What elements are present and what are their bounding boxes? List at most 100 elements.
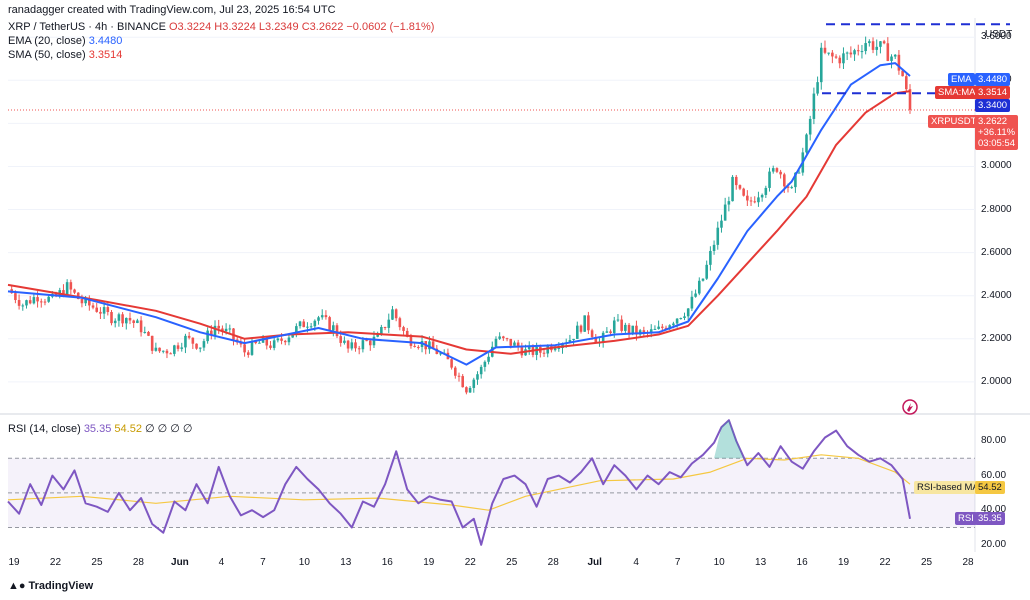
candle-body: [720, 220, 723, 228]
candle-body: [479, 366, 483, 375]
time-tick-label: Jun: [171, 557, 189, 568]
time-tick-label: 28: [132, 557, 144, 568]
rsi-legend[interactable]: RSI (14, close) 35.35 54.52 ∅ ∅ ∅ ∅: [8, 422, 193, 436]
candle-body: [39, 301, 43, 303]
candle-body: [372, 336, 376, 346]
candle-body: [165, 350, 169, 354]
candle-body: [505, 338, 509, 340]
candle-body: [864, 43, 867, 52]
candle-body: [794, 172, 797, 188]
price-tick-label: 2.6000: [981, 246, 1012, 258]
candle-body: [727, 201, 731, 205]
ema-legend[interactable]: EMA (20, close) 3.4480: [8, 34, 122, 48]
candle-body: [84, 298, 87, 304]
alert-icon[interactable]: [902, 399, 918, 415]
time-tick-label: 16: [796, 557, 808, 568]
candle-body: [557, 348, 561, 350]
candle-body: [391, 309, 394, 320]
ohlc-values: O3.3224 H3.3224 L3.2349 C3.2622 −0.0602 …: [169, 21, 435, 33]
candle-body: [154, 347, 158, 351]
sma-legend[interactable]: SMA (50, close) 3.3514: [8, 48, 122, 62]
candle-body: [184, 335, 187, 348]
candle-body: [697, 280, 701, 294]
candle-body: [465, 387, 468, 393]
tradingview-logo-icon: ▲●: [8, 580, 26, 592]
candle-body: [147, 331, 150, 336]
candle-body: [332, 325, 335, 331]
candle-body: [649, 329, 653, 333]
candle-body: [819, 47, 823, 83]
time-tick-label: Jul: [587, 557, 602, 568]
candle-body: [346, 340, 350, 349]
candle-body: [335, 325, 339, 337]
chart-credit: ranadagger created with TradingView.com,…: [8, 4, 336, 16]
candle-body: [901, 70, 904, 77]
tradingview-brand[interactable]: ▲● TradingView: [8, 580, 93, 592]
last-price-change: +36.11%: [978, 127, 1016, 138]
candle-body: [542, 352, 546, 354]
candle-body: [472, 379, 476, 388]
candle-body: [254, 341, 257, 344]
candle-body: [908, 89, 912, 110]
candle-body: [734, 176, 738, 186]
candle-body: [169, 353, 172, 355]
candle-body: [265, 338, 269, 346]
time-tick-label: 7: [674, 557, 681, 568]
candle-body: [80, 299, 84, 304]
chart-marks: [8, 23, 1010, 459]
last-price-value: 3.2622: [978, 116, 1008, 127]
candle-body: [272, 340, 276, 348]
candle-body: [176, 345, 180, 349]
candle-body: [760, 194, 764, 198]
candle-body: [180, 347, 184, 349]
candle-body: [664, 327, 668, 330]
candle-body: [309, 326, 313, 328]
rsi-tick-label: 20.00: [981, 538, 1007, 550]
candle-body: [246, 352, 250, 355]
candle-body: [450, 359, 453, 368]
candle-body: [783, 174, 786, 187]
candle-body: [88, 298, 91, 306]
sma-legend-value: 3.3514: [88, 49, 123, 61]
candle-body: [657, 326, 660, 329]
candle-body: [173, 345, 176, 354]
candle-body: [221, 328, 224, 332]
candle-body: [893, 54, 897, 57]
rsi-tick-label: 40.00: [981, 504, 1007, 516]
candle-body: [394, 309, 398, 319]
candle-body: [509, 338, 513, 346]
candle-body: [398, 318, 402, 328]
candle-body: [439, 353, 442, 355]
candle-body: [516, 342, 520, 348]
candle-body: [609, 331, 612, 334]
candle-body: [328, 317, 331, 331]
candle-body: [860, 51, 864, 53]
candle-body: [261, 338, 265, 343]
candle-body: [812, 93, 816, 119]
candle-body: [457, 375, 461, 377]
candle-body: [258, 342, 261, 344]
rsi-tick-label: 80.00: [981, 434, 1007, 446]
time-tick-label: 19: [838, 557, 850, 568]
candle-body: [882, 41, 886, 44]
candle-body: [14, 293, 17, 301]
candle-body: [198, 347, 202, 349]
candle-body: [306, 326, 309, 328]
rsi-legend-label: RSI (14, close): [8, 423, 81, 435]
candle-body: [128, 317, 132, 321]
candle-body: [313, 320, 317, 327]
rsi-ma-legend-value: 54.52: [114, 423, 142, 435]
candle-body: [476, 374, 479, 380]
rsi-legend-extra: ∅ ∅ ∅ ∅: [145, 423, 193, 435]
candle-body: [143, 331, 147, 333]
candle-body: [136, 320, 139, 323]
candle-body: [224, 328, 228, 332]
candle-body: [110, 312, 113, 324]
candle-body: [868, 41, 871, 44]
candle-body: [324, 315, 328, 318]
candle-body: [668, 325, 672, 330]
candle-body: [553, 348, 557, 351]
time-tick-label: 7: [260, 557, 266, 568]
time-tick-label: 10: [713, 557, 725, 568]
candle-body: [694, 293, 697, 297]
